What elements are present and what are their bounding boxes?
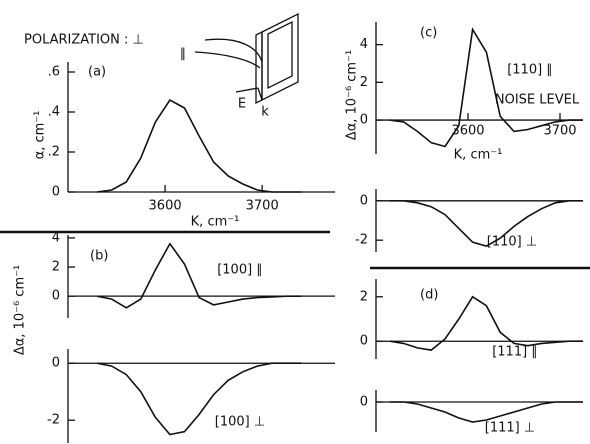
x-tick-label: 3600 (451, 124, 484, 139)
y-tick-label: 0 (360, 193, 368, 208)
x-axis-label: K, cm⁻¹ (454, 148, 503, 163)
annotation: [111] ⊥ (485, 421, 535, 436)
curve (96, 98, 301, 193)
y-tick-label: 2 (52, 260, 60, 275)
y-tick-label: 0 (52, 289, 60, 304)
sample-icon (194, 12, 299, 105)
y-tick-label: 0 (52, 185, 60, 200)
annotation: [111] ∥ (492, 345, 538, 360)
panel-label: (d) (420, 288, 438, 303)
curve (389, 200, 583, 247)
x-tick-label: 3700 (246, 199, 279, 214)
annotation: ∥ (180, 47, 187, 62)
x-tick-label: 3600 (149, 199, 182, 214)
annotation: [110] ∥ (507, 63, 553, 78)
y-tick-label: 0 (360, 113, 368, 128)
x-tick-label: 3700 (543, 124, 576, 139)
curve (389, 295, 583, 351)
y-tick-label: 0 (52, 356, 60, 371)
panel-label: (b) (90, 249, 108, 264)
curve (96, 242, 301, 309)
annotation: [100] ∥ (217, 263, 263, 278)
y-tick-label: 4 (52, 230, 60, 245)
curve (389, 401, 583, 423)
y-tick-label: 4 (360, 37, 368, 52)
annotation: POLARIZATION : ⊥ (24, 33, 144, 48)
curve (96, 362, 301, 436)
y-axis-label: Δα, 10⁻⁶ cm⁻¹ (345, 50, 360, 140)
y-tick-label: 0 (360, 334, 368, 349)
y-tick-label: .6 (48, 65, 60, 80)
y-tick-label: 0 (360, 395, 368, 410)
curve (389, 27, 583, 148)
y-tick-label: 2 (360, 289, 368, 304)
annotation: NOISE LEVEL (495, 93, 580, 108)
annotation: E (238, 97, 246, 112)
y-axis-label: α, cm⁻¹ (33, 111, 48, 160)
annotation: k (261, 105, 269, 120)
y-tick-label: .4 (48, 105, 60, 120)
y-axis-label: Δα, 10⁻⁶ cm⁻¹ (13, 265, 28, 355)
panel-label: (c) (420, 26, 437, 41)
panel-label: (a) (88, 65, 106, 80)
annotation: [100] ⊥ (215, 415, 265, 430)
y-tick-label: -2 (47, 413, 60, 428)
y-tick-label: -2 (355, 233, 368, 248)
x-axis-label: K, cm⁻¹ (191, 215, 240, 230)
y-tick-label: 2 (360, 75, 368, 90)
y-tick-label: .2 (48, 145, 60, 160)
